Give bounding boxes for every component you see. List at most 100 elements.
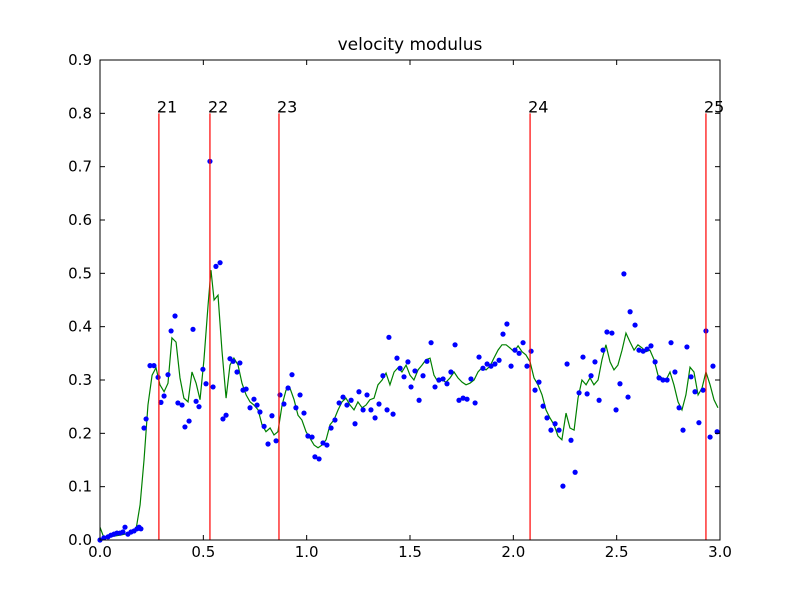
data-point xyxy=(309,434,315,440)
data-point xyxy=(213,263,219,269)
data-point xyxy=(476,354,482,360)
data-point xyxy=(243,386,249,392)
data-point xyxy=(328,425,334,431)
data-point xyxy=(532,387,538,393)
data-point xyxy=(196,404,202,410)
data-point xyxy=(536,379,542,385)
data-point xyxy=(316,456,322,462)
data-point xyxy=(386,334,392,340)
data-point xyxy=(664,377,670,383)
data-point xyxy=(332,417,338,423)
data-point xyxy=(440,376,446,382)
data-point xyxy=(161,393,167,399)
data-point xyxy=(289,372,295,378)
data-point xyxy=(269,413,275,419)
data-point xyxy=(472,400,478,406)
data-point xyxy=(165,372,171,378)
data-point xyxy=(508,363,514,369)
data-point xyxy=(504,321,510,327)
data-point xyxy=(464,396,470,402)
x-tick-label: 0.0 xyxy=(88,543,112,561)
data-point xyxy=(168,328,174,334)
data-point xyxy=(203,381,209,387)
data-point xyxy=(277,392,283,398)
data-point xyxy=(444,381,450,387)
data-point xyxy=(360,407,366,413)
data-point xyxy=(480,365,486,371)
data-point xyxy=(405,359,411,365)
data-point xyxy=(401,374,407,380)
data-point xyxy=(380,373,386,379)
data-point xyxy=(548,427,554,433)
data-point xyxy=(368,407,374,413)
smoothed-line xyxy=(99,270,719,539)
data-point xyxy=(644,346,650,352)
data-point xyxy=(560,483,566,489)
data-point xyxy=(186,418,192,424)
data-point xyxy=(540,403,546,409)
y-tick-label: 0.3 xyxy=(68,371,92,389)
data-point xyxy=(364,392,370,398)
data-point xyxy=(384,407,390,413)
data-point xyxy=(692,389,698,395)
data-point xyxy=(200,366,206,372)
data-point xyxy=(684,344,690,350)
x-tick-label: 3.0 xyxy=(708,543,732,561)
y-tick-label: 0.6 xyxy=(68,211,92,229)
event-label: 21 xyxy=(157,97,177,116)
data-point xyxy=(552,421,558,427)
event-label: 22 xyxy=(208,97,228,116)
data-point xyxy=(251,396,257,402)
event-label: 23 xyxy=(277,97,297,116)
data-point xyxy=(155,374,161,380)
data-point xyxy=(627,309,633,315)
data-point xyxy=(138,526,144,532)
x-tick-label: 1.0 xyxy=(295,543,319,561)
data-point xyxy=(580,354,586,360)
data-point xyxy=(223,412,229,418)
data-point xyxy=(436,377,442,383)
data-point xyxy=(632,322,638,328)
data-point xyxy=(141,425,147,431)
data-point xyxy=(696,420,702,426)
data-point xyxy=(609,330,615,336)
data-point xyxy=(416,397,422,403)
data-point xyxy=(257,409,263,415)
x-tick-label: 0.5 xyxy=(191,543,215,561)
data-point xyxy=(432,384,438,390)
y-tick-label: 0.2 xyxy=(68,424,92,442)
x-tick-label: 2.5 xyxy=(605,543,629,561)
data-point xyxy=(408,384,414,390)
data-point xyxy=(158,399,164,405)
data-point xyxy=(348,397,354,403)
data-point xyxy=(648,343,654,349)
data-point xyxy=(640,348,646,354)
data-point xyxy=(376,401,382,407)
event-label: 24 xyxy=(528,97,548,116)
data-point xyxy=(179,402,185,408)
data-point xyxy=(596,397,602,403)
data-point xyxy=(151,363,157,369)
data-point xyxy=(230,358,236,364)
data-point xyxy=(617,381,623,387)
data-point xyxy=(193,398,199,404)
data-point xyxy=(621,271,627,277)
data-point xyxy=(424,358,430,364)
data-point xyxy=(305,433,311,439)
data-point xyxy=(397,365,403,371)
data-point xyxy=(520,340,526,346)
data-point xyxy=(265,441,271,447)
data-point xyxy=(120,529,126,535)
data-point xyxy=(564,361,570,367)
data-point xyxy=(660,377,666,383)
data-point xyxy=(297,392,303,398)
data-point xyxy=(613,407,619,413)
data-point xyxy=(700,387,706,393)
data-point xyxy=(680,427,686,433)
data-point xyxy=(516,350,522,356)
data-point xyxy=(500,331,506,337)
y-tick-label: 0.0 xyxy=(68,531,92,549)
x-tick-label: 2.0 xyxy=(501,543,525,561)
data-point xyxy=(688,374,694,380)
